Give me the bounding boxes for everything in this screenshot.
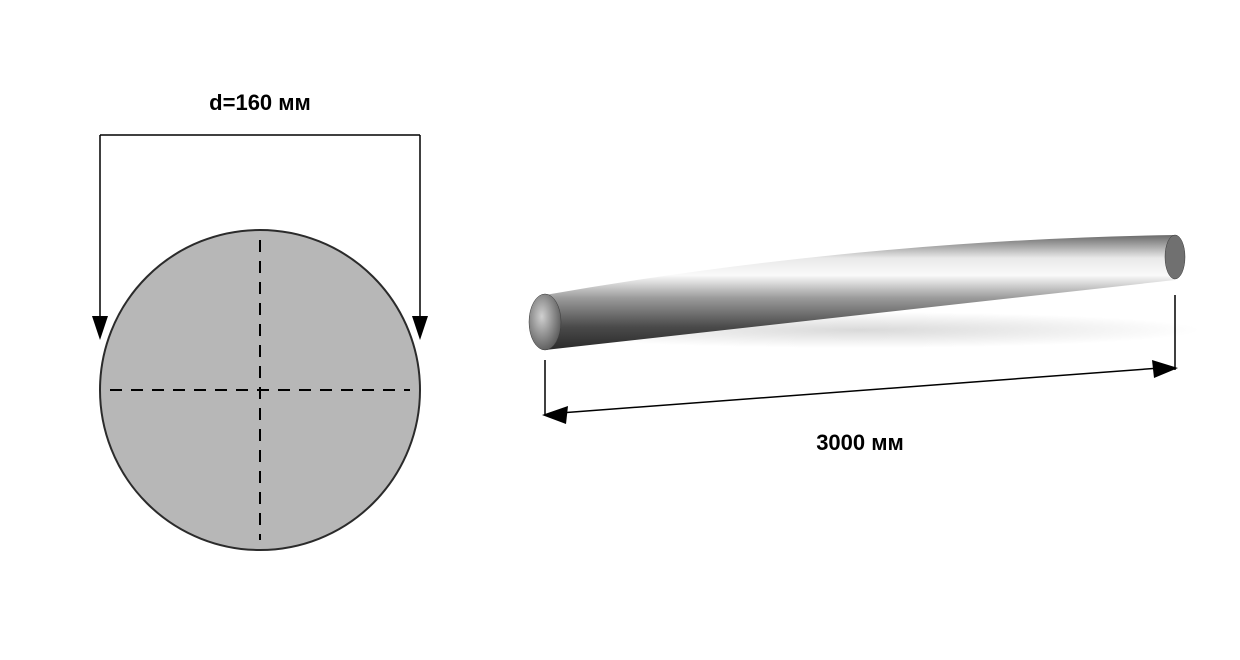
rod-end-cap-right <box>1165 235 1185 279</box>
rod-side-view: 3000 мм <box>510 200 1210 500</box>
length-label: 3000 мм <box>816 430 904 455</box>
cross-section-svg: d=160 мм <box>70 80 450 580</box>
arrow-length-left-icon <box>542 406 568 424</box>
arrow-length-right-icon <box>1152 360 1178 378</box>
rod-end-cap-left <box>529 294 561 350</box>
arrow-right-icon <box>412 316 428 340</box>
diagram-container: d=160 мм <box>0 0 1240 660</box>
diameter-label: d=160 мм <box>209 90 311 115</box>
arrow-left-icon <box>92 316 108 340</box>
cross-section-view: d=160 мм <box>70 80 450 580</box>
rod-svg: 3000 мм <box>510 200 1210 500</box>
